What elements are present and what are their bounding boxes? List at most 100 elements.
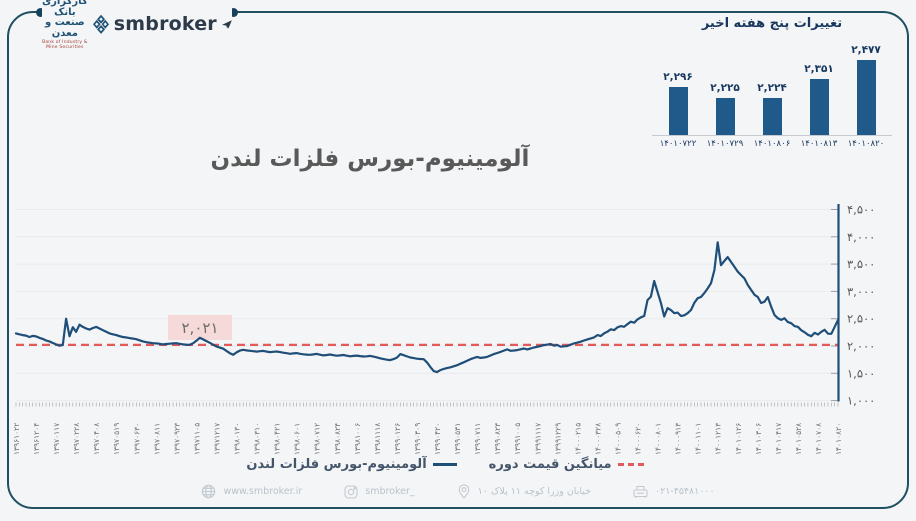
- footer-address: خیابان وزرا کوچه ۱۱ پلاک ۱۰: [457, 484, 591, 499]
- footer-phone: ۰۲۱-۴۵۴۸۱۰۰۰: [633, 485, 715, 499]
- chart-legend: آلومینیوم-بورس فلزات لندن میانگین قیمت د…: [0, 457, 890, 472]
- bar: [715, 98, 735, 135]
- average-annotation-bg: [168, 315, 232, 340]
- phone-icon: [633, 485, 648, 498]
- x-tick-label: ۱۳۹۹۱۱۱۷: [533, 423, 542, 455]
- x-tick-label: ۱۳۹۶۱۲۰۴: [32, 423, 41, 455]
- bar-value-label: ۲,۴۷۷: [851, 43, 881, 56]
- x-tick-label: ۱۳۹۷۱۱۰۵: [192, 423, 201, 455]
- brand-fa-line1: کارگزاری بانک: [41, 0, 88, 18]
- bar-column: ۲,۲۹۶: [658, 71, 698, 135]
- x-tick-label: ۱۴۰۱۰۷۰۸: [814, 423, 823, 455]
- frame-dot-left: [36, 8, 45, 17]
- average-annotation-label: ۲,۰۲۱: [182, 319, 219, 337]
- x-tick-label: ۱۳۹۹۱۰۰۵: [513, 423, 522, 455]
- x-tick-label: ۱۳۹۹۰۷۱۱: [473, 423, 482, 455]
- bar: [668, 87, 688, 135]
- page-frame-border: [7, 11, 909, 509]
- legend-dash-swatch: [617, 463, 644, 466]
- diamond-logo-icon: [92, 14, 109, 34]
- x-tick-label: ۱۴۰۱۰۸۲۰: [834, 423, 843, 455]
- footer-phone-text: ۰۲۱-۴۵۴۸۱۰۰۰: [654, 486, 715, 497]
- bar-value-label: ۲,۲۲۴: [757, 82, 787, 95]
- smbroker-wordmark: smbroker: [113, 13, 217, 35]
- paper-plane-icon: [221, 19, 232, 29]
- y-tick-label: ۲,۵۰۰: [847, 312, 875, 326]
- y-tick-label: ۴,۰۰۰: [847, 230, 875, 244]
- x-tick-label: ۱۳۹۸۰۳۱۰: [253, 423, 262, 455]
- location-icon: [458, 484, 470, 499]
- x-tick-label: ۱۳۹۸۱۱۱۸: [373, 423, 382, 455]
- bar: [856, 59, 876, 135]
- price-line-chart: ۱۳۹۶۱۰۲۲ ۱۳۹۶۱۲۰۴ ۱۳۹۷۰۱۱۷ ۱۳۹۷۰۲۲۸ ۱۳۹۷۰۴۰۸…: [12, 203, 875, 456]
- x-tick-label: ۱۳۹۷۰۹۲۳: [172, 423, 181, 455]
- y-tick-label: ۳,۰۰۰: [847, 284, 875, 298]
- x-tick-label: ۱۳۹۷۰۵۱۹: [112, 423, 121, 455]
- x-tick-label: ۱۴۰۰۰۸۰۱: [654, 423, 663, 455]
- x-tick-label: ۱۳۹۷۰۲۲۸: [72, 423, 81, 455]
- weekly-bars: ۲,۲۹۶ ۲,۲۲۵ ۲,۲۲۴ ۲,۳۵۱ ۲,۴۷۷: [652, 43, 892, 136]
- legend-avg-label: میانگین قیمت دوره: [488, 457, 612, 472]
- x-tick-label: ۱۳۹۷۰۸۱۱: [152, 423, 161, 455]
- bar-column: ۲,۳۵۱: [799, 63, 839, 135]
- x-tick-label: ۱۴۰۰۰۶۲۰: [634, 423, 643, 455]
- weekly-bar-categories: ۱۴۰۱۰۷۲۲ ۱۴۰۱۰۷۲۹ ۱۴۰۱۰۸۰۶ ۱۴۰۱۰۸۱۳ ۱۴۰۱۰۸۲۰: [652, 139, 892, 149]
- x-tick-label: ۱۳۹۸۰۱۳۰: [233, 423, 242, 455]
- x-tick-label: ۱۳۹۷۰۱۱۷: [52, 423, 61, 455]
- x-tick-label: ۱۳۹۹۰۴۲۰: [433, 423, 442, 455]
- bar-category-label: ۱۴۰۱۰۸۰۶: [753, 139, 791, 149]
- bar-column: ۲,۲۲۴: [752, 82, 792, 135]
- x-tick-label: ۱۳۹۷۱۲۱۷: [212, 423, 221, 455]
- footer-website-text: www.smbroker.ir: [223, 486, 303, 497]
- footer-instagram-text: smbroker_: [365, 486, 415, 497]
- x-tick-label: ۱۳۹۷۰۶۳۰: [132, 423, 141, 455]
- bar-value-label: ۲,۲۲۵: [710, 82, 740, 95]
- x-tick-label: ۱۳۹۸۰۴۲۱: [273, 423, 282, 455]
- x-tick-label: ۱۴۰۱۰۳۰۶: [754, 423, 763, 455]
- frame-dot-right: [229, 8, 238, 17]
- bar-category-label: ۱۴۰۱۰۸۱۳: [800, 139, 838, 149]
- x-tick-label: ۱۴۰۰۰۹۱۳: [674, 423, 683, 455]
- y-tick-label: ۲,۰۰۰: [847, 339, 875, 353]
- brand-persian-name: کارگزاری بانک صنعت و معدن Bank of Indust…: [42, 0, 88, 51]
- footer-website: www.smbroker.ir: [201, 484, 302, 499]
- bar: [809, 78, 829, 135]
- x-tick-label: ۱۳۹۸۰۷۱۲: [313, 423, 322, 455]
- x-tick-label: ۱۴۰۰۰۵۰۹: [613, 423, 622, 455]
- globe-icon: [202, 484, 216, 499]
- y-tick-label: ۱,۵۰۰: [847, 366, 875, 380]
- x-tick-label: ۱۳۹۹۰۵۳۱: [453, 423, 462, 455]
- x-tick-label: ۱۴۰۱۰۴۱۷: [774, 423, 783, 455]
- bar: [762, 98, 782, 135]
- page-title: آلومینیوم-بورس فلزات لندن: [210, 146, 530, 172]
- x-tick-label: ۱۴۰۱۰۱۲۶: [734, 423, 743, 455]
- x-tick-label: ۱۳۹۷۰۴۰۸: [92, 423, 101, 455]
- legend-line-swatch: [432, 463, 457, 466]
- bar-value-label: ۲,۳۵۱: [804, 62, 834, 75]
- legend-series-label: آلومینیوم-بورس فلزات لندن: [246, 457, 427, 472]
- x-tick-label: ۱۳۹۹۱۲۲۹: [553, 423, 562, 455]
- x-tick-label: ۱۴۰۰۰۳۲۸: [593, 423, 602, 455]
- weekly-panel-title: تغییرات پنج هفته اخیر: [701, 16, 843, 31]
- bar-category-label: ۱۴۰۱۰۷۲۹: [706, 139, 744, 149]
- bar-column: ۲,۲۲۵: [705, 82, 745, 135]
- y-tick-label: ۳,۵۰۰: [847, 257, 875, 271]
- x-tick-label: ۱۴۰۰۱۲۱۳: [714, 423, 723, 455]
- footer-contact-bar: www.smbroker.ir smbroker_ خیابان وزرا کو…: [95, 484, 821, 499]
- brand-fa-line2: صنعت و معدن: [45, 17, 85, 39]
- bar-column: ۲,۴۷۷: [846, 44, 886, 135]
- x-tick-label: ۱۴۰۰۰۲۱۵: [573, 423, 582, 455]
- bar-category-label: ۱۴۰۱۰۸۲۰: [847, 139, 885, 149]
- x-tick-label: ۱۳۹۸۰۶۰۱: [293, 423, 302, 455]
- x-tick-label: ۱۴۰۰۱۱۰۱: [694, 423, 703, 455]
- x-tick-label: ۱۴۰۱۰۵۲۸: [794, 423, 803, 455]
- x-tick-label: ۱۳۹۹۰۱۲۶: [393, 423, 402, 455]
- x-tick-label: ۱۳۹۹۰۳۰۹: [413, 423, 422, 455]
- y-tick-label: ۱,۰۰۰: [847, 394, 875, 408]
- price-line: [14, 241, 840, 374]
- footer-instagram: smbroker_: [344, 484, 415, 499]
- brand-tagline: Bank of Industry & Mine Securities: [42, 40, 88, 50]
- x-tick-label: ۱۳۹۹۰۸۲۳: [493, 423, 502, 455]
- x-tick-label: ۱۳۹۸۱۰۰۶: [353, 423, 362, 455]
- brand-logo: کارگزاری بانک صنعت و معدن Bank of Indust…: [42, 0, 232, 51]
